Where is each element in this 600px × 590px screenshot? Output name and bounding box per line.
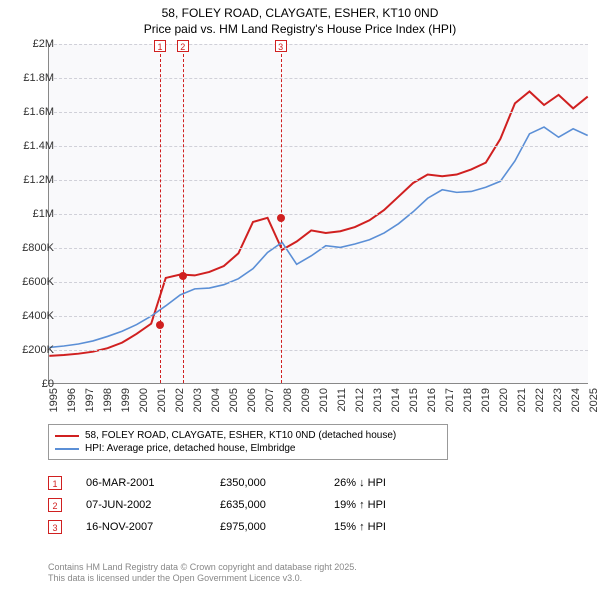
event-marker-icon: 1 bbox=[48, 476, 62, 490]
gridline bbox=[49, 44, 588, 45]
x-tick-label: 2001 bbox=[156, 388, 168, 418]
x-tick-label: 2010 bbox=[318, 388, 330, 418]
x-tick-label: 1995 bbox=[48, 388, 60, 418]
events-table: 1 06-MAR-2001 £350,000 26% ↓ HPI 2 07-JU… bbox=[48, 472, 386, 538]
event-row: 2 07-JUN-2002 £635,000 19% ↑ HPI bbox=[48, 494, 386, 516]
gridline bbox=[49, 350, 588, 351]
y-tick-label: £1.2M bbox=[14, 174, 54, 186]
event-price: £975,000 bbox=[220, 521, 310, 533]
series-hpi bbox=[49, 127, 587, 347]
gridline bbox=[49, 78, 588, 79]
event-date: 16-NOV-2007 bbox=[86, 521, 196, 533]
x-tick-label: 2019 bbox=[480, 388, 492, 418]
x-tick-label: 2013 bbox=[372, 388, 384, 418]
y-tick-label: £1.4M bbox=[14, 140, 54, 152]
x-tick-label: 2022 bbox=[534, 388, 546, 418]
marker-box: 2 bbox=[177, 40, 189, 52]
gridline bbox=[49, 316, 588, 317]
gridline bbox=[49, 214, 588, 215]
x-tick-label: 2018 bbox=[462, 388, 474, 418]
legend-row: HPI: Average price, detached house, Elmb… bbox=[55, 442, 441, 455]
event-row: 3 16-NOV-2007 £975,000 15% ↑ HPI bbox=[48, 516, 386, 538]
footer-line2: This data is licensed under the Open Gov… bbox=[48, 573, 357, 584]
title-line2: Price paid vs. HM Land Registry's House … bbox=[0, 22, 600, 38]
x-tick-label: 2024 bbox=[570, 388, 582, 418]
event-date: 07-JUN-2002 bbox=[86, 499, 196, 511]
event-marker-icon: 3 bbox=[48, 520, 62, 534]
marker-line bbox=[160, 44, 161, 383]
gridline bbox=[49, 282, 588, 283]
gridline bbox=[49, 248, 588, 249]
footer-line1: Contains HM Land Registry data © Crown c… bbox=[48, 562, 357, 573]
x-tick-label: 2005 bbox=[228, 388, 240, 418]
marker-box: 1 bbox=[154, 40, 166, 52]
chart-container: 58, FOLEY ROAD, CLAYGATE, ESHER, KT10 0N… bbox=[0, 0, 600, 590]
gridline bbox=[49, 146, 588, 147]
x-tick-label: 2017 bbox=[444, 388, 456, 418]
x-tick-label: 2004 bbox=[210, 388, 222, 418]
x-tick-label: 2014 bbox=[390, 388, 402, 418]
x-tick-label: 2025 bbox=[588, 388, 600, 418]
x-tick-label: 2012 bbox=[354, 388, 366, 418]
event-delta: 26% ↓ HPI bbox=[334, 477, 386, 489]
event-row: 1 06-MAR-2001 £350,000 26% ↓ HPI bbox=[48, 472, 386, 494]
event-price: £635,000 bbox=[220, 499, 310, 511]
marker-box: 3 bbox=[275, 40, 287, 52]
event-date: 06-MAR-2001 bbox=[86, 477, 196, 489]
x-tick-label: 2011 bbox=[336, 388, 348, 418]
event-marker-icon: 2 bbox=[48, 498, 62, 512]
y-tick-label: £2M bbox=[14, 38, 54, 50]
marker-dot bbox=[277, 214, 285, 222]
legend-label: 58, FOLEY ROAD, CLAYGATE, ESHER, KT10 0N… bbox=[85, 430, 396, 441]
x-tick-label: 1998 bbox=[102, 388, 114, 418]
chart-plot-area: 123 bbox=[48, 44, 588, 384]
x-tick-label: 2008 bbox=[282, 388, 294, 418]
legend-row: 58, FOLEY ROAD, CLAYGATE, ESHER, KT10 0N… bbox=[55, 429, 441, 442]
gridline bbox=[49, 180, 588, 181]
legend-swatch bbox=[55, 435, 79, 437]
y-tick-label: £1M bbox=[14, 208, 54, 220]
y-tick-label: £200K bbox=[14, 344, 54, 356]
title-block: 58, FOLEY ROAD, CLAYGATE, ESHER, KT10 0N… bbox=[0, 0, 600, 37]
x-tick-label: 2006 bbox=[246, 388, 258, 418]
x-tick-label: 2015 bbox=[408, 388, 420, 418]
title-line1: 58, FOLEY ROAD, CLAYGATE, ESHER, KT10 0N… bbox=[0, 6, 600, 22]
y-tick-label: £1.8M bbox=[14, 72, 54, 84]
x-tick-label: 2023 bbox=[552, 388, 564, 418]
y-tick-label: £600K bbox=[14, 276, 54, 288]
x-tick-label: 1997 bbox=[84, 388, 96, 418]
legend-label: HPI: Average price, detached house, Elmb… bbox=[85, 443, 296, 454]
y-tick-label: £400K bbox=[14, 310, 54, 322]
y-tick-label: £1.6M bbox=[14, 106, 54, 118]
x-tick-label: 2009 bbox=[300, 388, 312, 418]
marker-line bbox=[183, 44, 184, 383]
x-tick-label: 2020 bbox=[498, 388, 510, 418]
legend-swatch bbox=[55, 448, 79, 450]
x-tick-label: 2021 bbox=[516, 388, 528, 418]
event-delta: 19% ↑ HPI bbox=[334, 499, 386, 511]
y-tick-label: £800K bbox=[14, 242, 54, 254]
x-tick-label: 2016 bbox=[426, 388, 438, 418]
x-tick-label: 2002 bbox=[174, 388, 186, 418]
marker-dot bbox=[156, 321, 164, 329]
x-tick-label: 2000 bbox=[138, 388, 150, 418]
event-delta: 15% ↑ HPI bbox=[334, 521, 386, 533]
x-tick-label: 1996 bbox=[66, 388, 78, 418]
event-price: £350,000 bbox=[220, 477, 310, 489]
legend: 58, FOLEY ROAD, CLAYGATE, ESHER, KT10 0N… bbox=[48, 424, 448, 460]
gridline bbox=[49, 112, 588, 113]
x-tick-label: 2007 bbox=[264, 388, 276, 418]
x-tick-label: 1999 bbox=[120, 388, 132, 418]
footer-attribution: Contains HM Land Registry data © Crown c… bbox=[48, 562, 357, 584]
marker-dot bbox=[179, 272, 187, 280]
x-tick-label: 2003 bbox=[192, 388, 204, 418]
